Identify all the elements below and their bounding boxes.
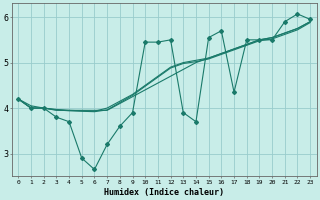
X-axis label: Humidex (Indice chaleur): Humidex (Indice chaleur) [104, 188, 224, 197]
